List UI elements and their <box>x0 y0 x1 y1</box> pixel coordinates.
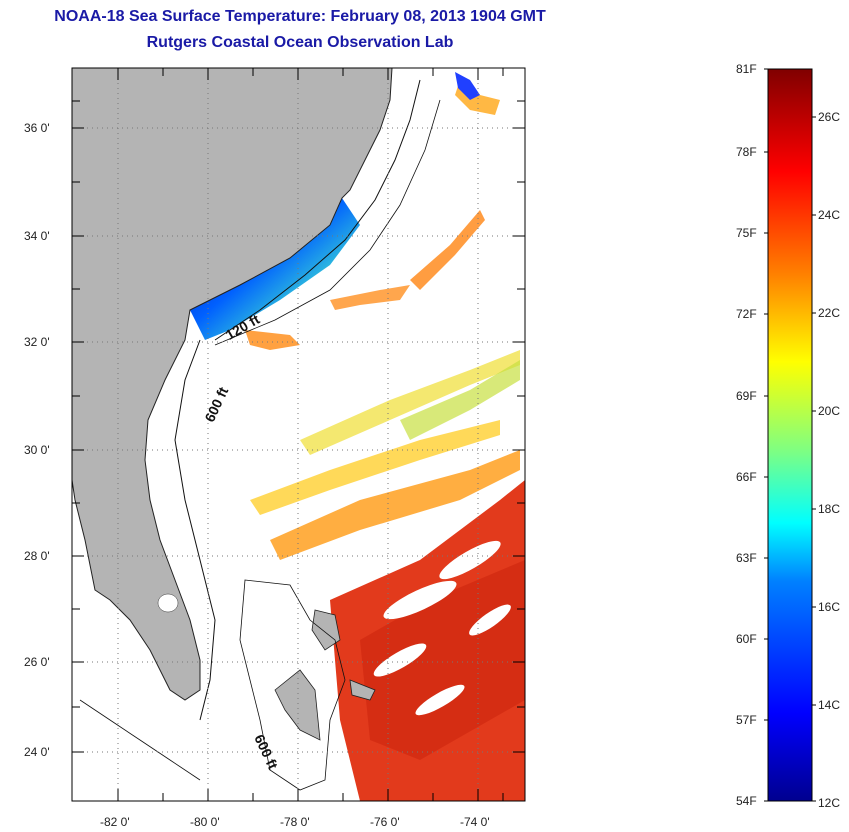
sst-streak <box>250 420 500 515</box>
colorbar-f-label: 66F <box>736 470 757 484</box>
colorbar-c-label: 20C <box>818 404 840 418</box>
lat-label: 32 0' <box>24 335 50 349</box>
lon-label: -78 0' <box>280 815 310 829</box>
colorbar <box>767 68 813 802</box>
map-subtitle: Rutgers Coastal Ocean Observation Lab <box>146 34 454 51</box>
lat-label: 30 0' <box>24 443 50 457</box>
lat-label: 24 0' <box>24 745 50 759</box>
colorbar-c-label: 12C <box>818 796 840 810</box>
land-bahamas <box>311 609 341 651</box>
lat-label: 34 0' <box>24 229 50 243</box>
colorbar-c-label: 14C <box>818 698 840 712</box>
sst-streak <box>300 350 520 455</box>
colorbar-f-label: 54F <box>736 794 757 808</box>
lon-label: -82 0' <box>100 815 130 829</box>
lon-label: -76 0' <box>370 815 400 829</box>
colorbar-f-label: 69F <box>736 389 757 403</box>
frame-ticks <box>72 68 525 801</box>
colorbar-ticks <box>764 68 816 802</box>
colorbar-f-label: 60F <box>736 632 757 646</box>
colorbar-c-label: 26C <box>818 110 840 124</box>
colorbar-c-label: 24C <box>818 208 840 222</box>
colorbar-f-label: 78F <box>736 145 757 159</box>
lat-label: 28 0' <box>24 549 50 563</box>
colorbar-f-label: 75F <box>736 226 757 240</box>
colorbar-c-label: 22C <box>818 306 840 320</box>
sst-streak <box>400 360 520 440</box>
colorbar-c-label: 16C <box>818 600 840 614</box>
colorbar-f-label: 81F <box>736 62 757 76</box>
cold-nearshore-water <box>190 198 360 340</box>
colorbar-f-label: 72F <box>736 307 757 321</box>
lon-label: -74 0' <box>460 815 490 829</box>
lon-label: -80 0' <box>190 815 220 829</box>
colorbar-f-label: 57F <box>736 713 757 727</box>
isobath-600ft <box>174 339 216 721</box>
isobath-120ft <box>214 79 421 341</box>
sst-streak <box>410 210 485 290</box>
graticule <box>72 68 525 801</box>
lat-label: 26 0' <box>24 655 50 669</box>
colorbar-f-label: 63F <box>736 551 757 565</box>
land-bahamas <box>274 669 321 741</box>
map-area <box>72 68 525 801</box>
sst-streak <box>330 285 410 310</box>
land-us-southeast <box>72 68 393 701</box>
colorbar-c-label: 18C <box>818 502 840 516</box>
lat-label: 36 0' <box>24 121 50 135</box>
sst-streak <box>270 450 520 560</box>
map-title: NOAA-18 Sea Surface Temperature: Februar… <box>54 8 546 25</box>
sst-streak <box>245 330 300 350</box>
